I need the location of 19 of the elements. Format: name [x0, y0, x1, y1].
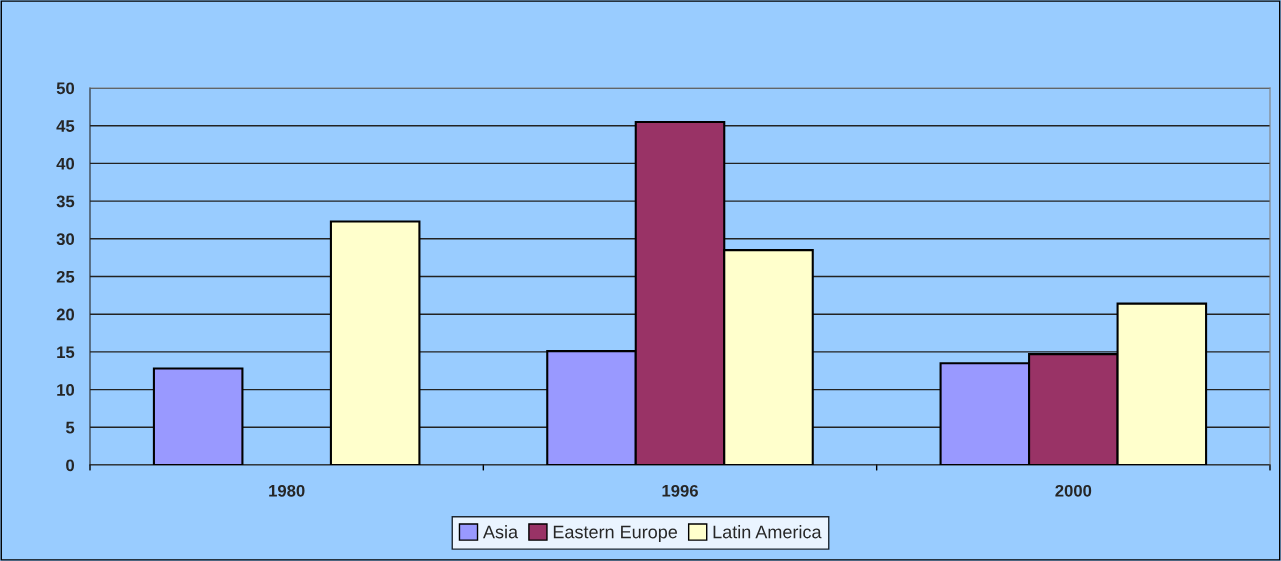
x-tick-label: 1980 — [269, 484, 305, 497]
y-tick-label: 0 — [66, 459, 75, 472]
y-tick-label: 45 — [56, 120, 75, 132]
x-tick-label: 2000 — [1055, 484, 1092, 497]
legend-label: Asia — [482, 525, 519, 539]
y-tick-label: 15 — [57, 346, 75, 359]
y-tick-label: 35 — [56, 195, 75, 208]
legend-label: Eastern Europe — [553, 525, 678, 542]
y-tick-label: 25 — [56, 270, 75, 283]
y-tick-label: 10 — [57, 384, 75, 396]
bar — [329, 220, 421, 465]
y-tick-label: 50 — [56, 82, 75, 95]
y-tick-label: 30 — [56, 233, 75, 246]
bar — [152, 367, 244, 465]
y-tick-label: 40 — [56, 157, 75, 170]
y-tick-label: 5 — [65, 421, 75, 434]
x-tick-label: 1996 — [662, 484, 698, 497]
y-tick-label: 20 — [56, 308, 75, 321]
legend-label: Latin America — [713, 525, 822, 539]
